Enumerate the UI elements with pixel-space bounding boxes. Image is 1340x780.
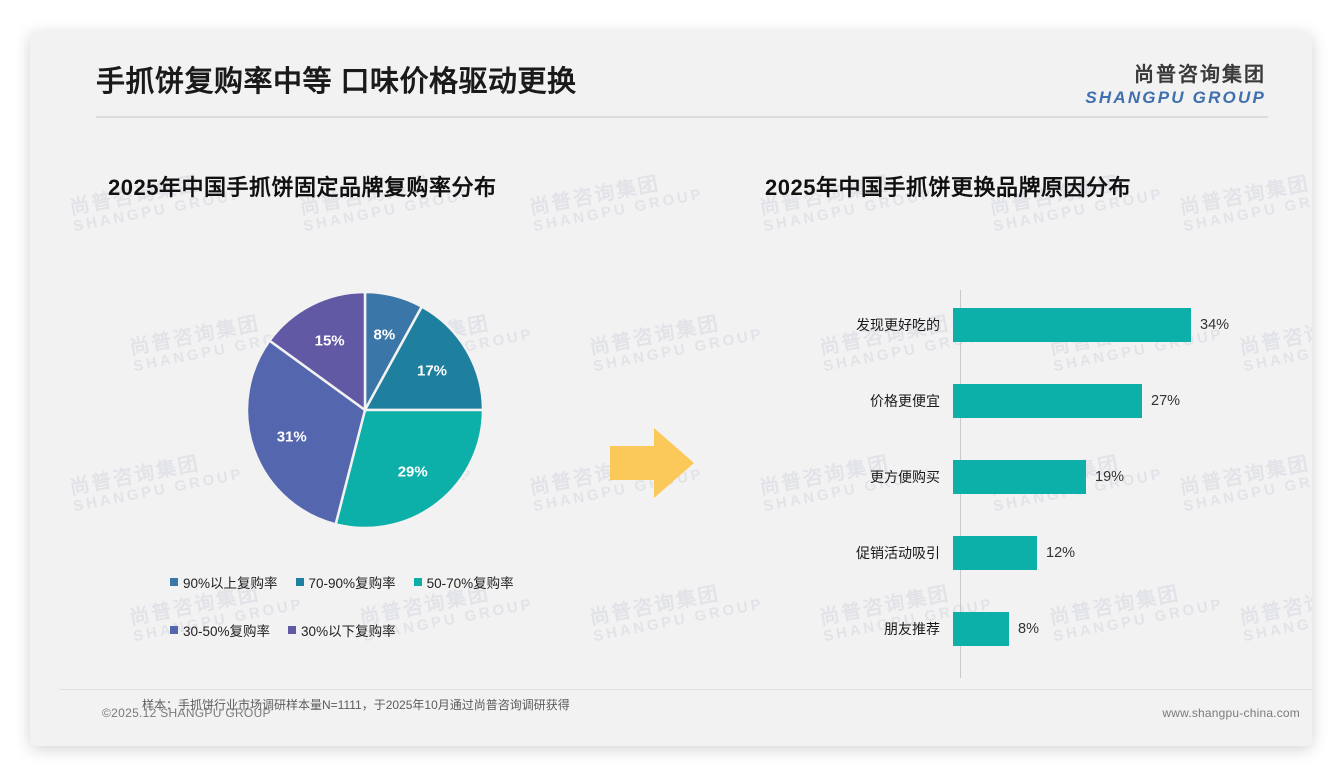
- bar-fill[interactable]: [953, 460, 1086, 494]
- brand-logo: 尚普咨询集团 SHANGPU GROUP: [1085, 58, 1266, 108]
- website-text: www.shangpu-china.com: [1162, 706, 1300, 720]
- legend-row: 30-50%复购率 30%以下复购率: [170, 620, 600, 640]
- pie-slice[interactable]: [267, 290, 367, 413]
- legend-label: 70-90%复购率: [308, 576, 396, 591]
- legend-label: 90%以上复购率: [183, 576, 278, 591]
- logo-english-text: SHANGPU GROUP: [1085, 88, 1266, 107]
- bar-category-label: 价格更便宜: [870, 393, 940, 409]
- pie-slice[interactable]: [334, 408, 485, 530]
- legend-item[interactable]: 30-50%复购率: [170, 620, 270, 640]
- bar-row: 朋友推荐 8%: [765, 612, 1285, 646]
- bar-value-label: 34%: [1200, 317, 1230, 333]
- legend-swatch: [288, 626, 297, 634]
- pie-slice[interactable]: [362, 304, 485, 412]
- legend-label: 30%以下复购率: [301, 624, 396, 639]
- bar-fill[interactable]: [953, 384, 1142, 418]
- legend-row: 90%以上复购率 70-90%复购率 50-70%复购率: [170, 572, 600, 592]
- pie-slice-label: 15%: [315, 333, 345, 350]
- pie-slice-label: 8%: [374, 327, 396, 344]
- bar-category-label: 更方便购买: [870, 469, 940, 485]
- bar-row: 发现更好吃的 34%: [765, 308, 1285, 342]
- pie-slice-label: 31%: [277, 428, 307, 445]
- legend-item[interactable]: 70-90%复购率: [295, 572, 396, 592]
- pie-legend: 90%以上复购率 70-90%复购率 50-70%复购率 30-50%复购率 30%以下…: [170, 572, 600, 668]
- bar-row: 更方便购买 19%: [765, 460, 1285, 494]
- pie-slice-label: 17%: [417, 362, 447, 379]
- right-arrow-icon: [606, 424, 698, 507]
- legend-swatch: [170, 626, 178, 634]
- footer-divider: [60, 689, 1312, 690]
- legend-item[interactable]: 50-70%复购率: [413, 572, 514, 592]
- legend-label: 50-70%复购率: [426, 576, 514, 591]
- bar-value-label: 19%: [1095, 469, 1125, 485]
- repurchase-rate-pie-chart: 8% 17% 29% 31% 15%: [220, 282, 510, 542]
- legend-item[interactable]: 90%以上复购率: [170, 572, 278, 592]
- slide-footer: ©2025.12 SHANGPU GROUP www.shangpu-china…: [60, 690, 1312, 746]
- legend-swatch: [170, 578, 178, 586]
- copyright-text: ©2025.12 SHANGPU GROUP: [102, 706, 271, 720]
- slide-header: 手抓饼复购率中等 口味价格驱动更换 尚普咨询集团 SHANGPU GROUP: [30, 32, 1312, 124]
- left-chart-title: 2025年中国手抓饼固定品牌复购率分布: [108, 175, 497, 200]
- bar-value-label: 27%: [1151, 393, 1181, 409]
- pie-slice-label: 29%: [398, 464, 428, 481]
- switch-reason-bar-chart: 发现更好吃的 34% 价格更便宜 27% 更方便购买 19% 促销活动吸引 12% 朋友推荐 8%: [765, 290, 1285, 680]
- bar-fill[interactable]: [953, 308, 1191, 342]
- bar-fill[interactable]: [953, 612, 1009, 646]
- legend-label: 30-50%复购率: [183, 624, 271, 639]
- bar-category-label: 发现更好吃的: [856, 317, 940, 333]
- legend-swatch: [295, 578, 304, 586]
- bar-category-label: 朋友推荐: [884, 621, 940, 637]
- legend-item[interactable]: 30%以下复购率: [288, 620, 396, 640]
- pie-svg: 8% 17% 29% 31% 15%: [245, 290, 485, 530]
- page-title: 手抓饼复购率中等 口味价格驱动更换: [96, 66, 577, 98]
- logo-chinese-text: 尚普咨询集团: [1134, 64, 1266, 86]
- bar-value-label: 12%: [1046, 545, 1076, 561]
- pie-slice[interactable]: [245, 338, 367, 526]
- sample-note: 样本：手抓饼行业市场调研样本量N=1111，于2025年10月通过尚普咨询调研获…: [142, 698, 570, 712]
- bar-fill[interactable]: [953, 536, 1037, 570]
- bar-row: 价格更便宜 27%: [765, 384, 1285, 418]
- right-chart-title: 2025年中国手抓饼更换品牌原因分布: [765, 175, 1131, 200]
- slide-card: 尚普咨询集团 SHANGPU GROUP 尚普咨询集团 SHANGPU GROUP 尚普…: [30, 32, 1312, 746]
- bar-category-label: 促销活动吸引: [856, 545, 940, 561]
- header-divider: [96, 116, 1268, 118]
- bar-value-label: 8%: [1018, 621, 1039, 637]
- bar-row: 促销活动吸引 12%: [765, 536, 1285, 570]
- legend-swatch: [413, 578, 422, 586]
